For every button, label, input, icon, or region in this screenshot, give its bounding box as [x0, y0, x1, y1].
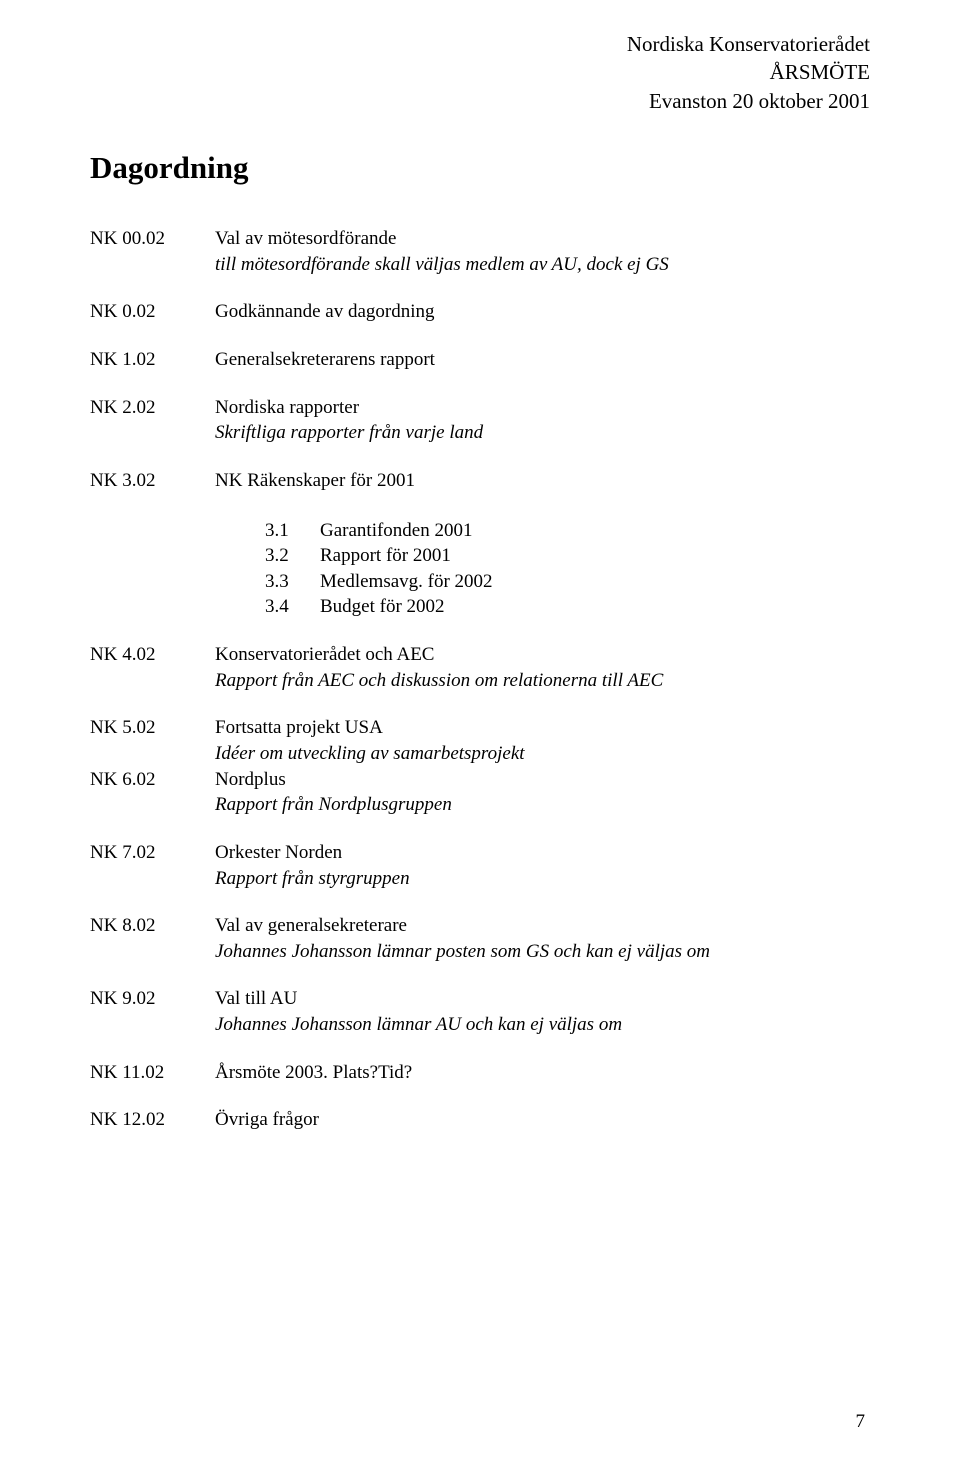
agenda-item-line: Val av mötesordförande: [215, 226, 870, 252]
agenda-item-body: Orkester NordenRapport från styrgruppen: [215, 840, 870, 913]
agenda-item-key: NK 11.02: [90, 1060, 215, 1108]
header-line-3: Evanston 20 oktober 2001: [90, 87, 870, 115]
agenda-item-key: NK 1.02: [90, 347, 215, 395]
agenda-item-body: Val av generalsekreterareJohannes Johans…: [215, 913, 870, 986]
agenda-item: NK 8.02Val av generalsekreterareJohannes…: [90, 913, 870, 986]
agenda-subitem-number: 3.3: [265, 569, 320, 595]
agenda-item: NK 9.02Val till AUJohannes Johansson läm…: [90, 986, 870, 1059]
agenda-item: NK 12.02Övriga frågor: [90, 1107, 870, 1155]
agenda-item-key: NK 8.02: [90, 913, 215, 986]
agenda-item: NK 2.02Nordiska rapporterSkriftliga rapp…: [90, 395, 870, 468]
agenda-subitem-number: 3.2: [265, 543, 320, 569]
agenda-subitem: 3.3Medlemsavg. för 2002: [265, 569, 493, 595]
agenda-item-body: Val av mötesordförandetill mötesordföran…: [215, 226, 870, 299]
agenda-item-key: NK 9.02: [90, 986, 215, 1059]
agenda-item-line: Orkester Norden: [215, 840, 870, 866]
agenda-subitem-number: 3.4: [265, 594, 320, 620]
agenda-item-line: NK Räkenskaper för 2001: [215, 468, 870, 494]
page-title: Dagordning: [90, 150, 870, 186]
document-header: Nordiska Konservatorierådet ÅRSMÖTE Evan…: [90, 30, 870, 115]
agenda-sublist: 3.1Garantifonden 20013.2Rapport för 2001…: [265, 518, 493, 621]
agenda-item: NK 4.02Konservatorierådet och AECRapport…: [90, 642, 870, 715]
header-line-1: Nordiska Konservatorierådet: [90, 30, 870, 58]
agenda-subitem-text: Medlemsavg. för 2002: [320, 569, 493, 595]
agenda-item: NK 0.02Godkännande av dagordning: [90, 299, 870, 347]
agenda-item-body: Generalsekreterarens rapport: [215, 347, 870, 395]
agenda-item: NK 1.02Generalsekreterarens rapport: [90, 347, 870, 395]
agenda-sublist-row: 3.1Garantifonden 20013.2Rapport för 2001…: [90, 516, 870, 643]
agenda-item: NK 3.02NK Räkenskaper för 2001: [90, 468, 870, 516]
agenda-subitem: 3.1Garantifonden 2001: [265, 518, 493, 544]
agenda-item-line: Skriftliga rapporter från varje land: [215, 420, 870, 446]
agenda-item-line: Rapport från AEC och diskussion om relat…: [215, 668, 870, 694]
agenda-item-body: Övriga frågor: [215, 1107, 870, 1155]
agenda-item-body: NordplusRapport från Nordplusgruppen: [215, 767, 870, 840]
agenda-item-key: NK 00.02: [90, 226, 215, 299]
agenda-item-line: Johannes Johansson lämnar posten som GS …: [215, 939, 870, 965]
agenda-item-key: NK 6.02: [90, 767, 215, 840]
agenda-item-key: NK 0.02: [90, 299, 215, 347]
agenda-item-line: Idéer om utveckling av samarbetsprojekt: [215, 741, 870, 767]
agenda-item-body: Val till AUJohannes Johansson lämnar AU …: [215, 986, 870, 1059]
header-line-2: ÅRSMÖTE: [90, 58, 870, 86]
agenda-subitem-text: Budget för 2002: [320, 594, 493, 620]
agenda-item-body: Godkännande av dagordning: [215, 299, 870, 347]
agenda-item-line: Nordiska rapporter: [215, 395, 870, 421]
agenda-item-line: Val till AU: [215, 986, 870, 1012]
agenda-item-key: NK 12.02: [90, 1107, 215, 1155]
agenda-item-body: NK Räkenskaper för 2001: [215, 468, 870, 516]
agenda-subitem-number: 3.1: [265, 518, 320, 544]
page-number: 7: [856, 1411, 866, 1433]
agenda-item-line: Konservatorierådet och AEC: [215, 642, 870, 668]
agenda-item-line: Johannes Johansson lämnar AU och kan ej …: [215, 1012, 870, 1038]
agenda-sublist-body: 3.1Garantifonden 20013.2Rapport för 2001…: [215, 516, 870, 643]
agenda-item-line: Val av generalsekreterare: [215, 913, 870, 939]
agenda-subitem: 3.4Budget för 2002: [265, 594, 493, 620]
agenda-subitem-text: Garantifonden 2001: [320, 518, 493, 544]
agenda-item-body: Årsmöte 2003. Plats?Tid?: [215, 1060, 870, 1108]
agenda-item-body: Fortsatta projekt USAIdéer om utveckling…: [215, 715, 870, 766]
agenda-subitem-text: Rapport för 2001: [320, 543, 493, 569]
agenda-item-line: Godkännande av dagordning: [215, 299, 870, 325]
agenda-item: NK 11.02Årsmöte 2003. Plats?Tid?: [90, 1060, 870, 1108]
agenda-item: NK 6.02NordplusRapport från Nordplusgrup…: [90, 767, 870, 840]
agenda-item-key: NK 4.02: [90, 642, 215, 715]
agenda-item-body: Nordiska rapporterSkriftliga rapporter f…: [215, 395, 870, 468]
agenda-subitem: 3.2Rapport för 2001: [265, 543, 493, 569]
agenda-item-line: Fortsatta projekt USA: [215, 715, 870, 741]
agenda-item-key: NK 5.02: [90, 715, 215, 766]
agenda-item-line: Nordplus: [215, 767, 870, 793]
agenda-item-line: Övriga frågor: [215, 1107, 870, 1133]
agenda-item-line: till mötesordförande skall väljas medlem…: [215, 252, 870, 278]
agenda-item-key: NK 2.02: [90, 395, 215, 468]
agenda-item-key: NK 7.02: [90, 840, 215, 913]
agenda-item-line: Rapport från Nordplusgruppen: [215, 792, 870, 818]
agenda-item-key: NK 3.02: [90, 468, 215, 516]
agenda-list: NK 00.02Val av mötesordförandetill mötes…: [90, 226, 870, 1155]
agenda-item: NK 00.02Val av mötesordförandetill mötes…: [90, 226, 870, 299]
agenda-item-line: Årsmöte 2003. Plats?Tid?: [215, 1060, 870, 1086]
agenda-item-line: Rapport från styrgruppen: [215, 866, 870, 892]
agenda-item: NK 5.02Fortsatta projekt USAIdéer om utv…: [90, 715, 870, 766]
agenda-sublist-spacer: [90, 516, 215, 643]
agenda-item-body: Konservatorierådet och AECRapport från A…: [215, 642, 870, 715]
agenda-item: NK 7.02Orkester NordenRapport från styrg…: [90, 840, 870, 913]
agenda-item-line: Generalsekreterarens rapport: [215, 347, 870, 373]
